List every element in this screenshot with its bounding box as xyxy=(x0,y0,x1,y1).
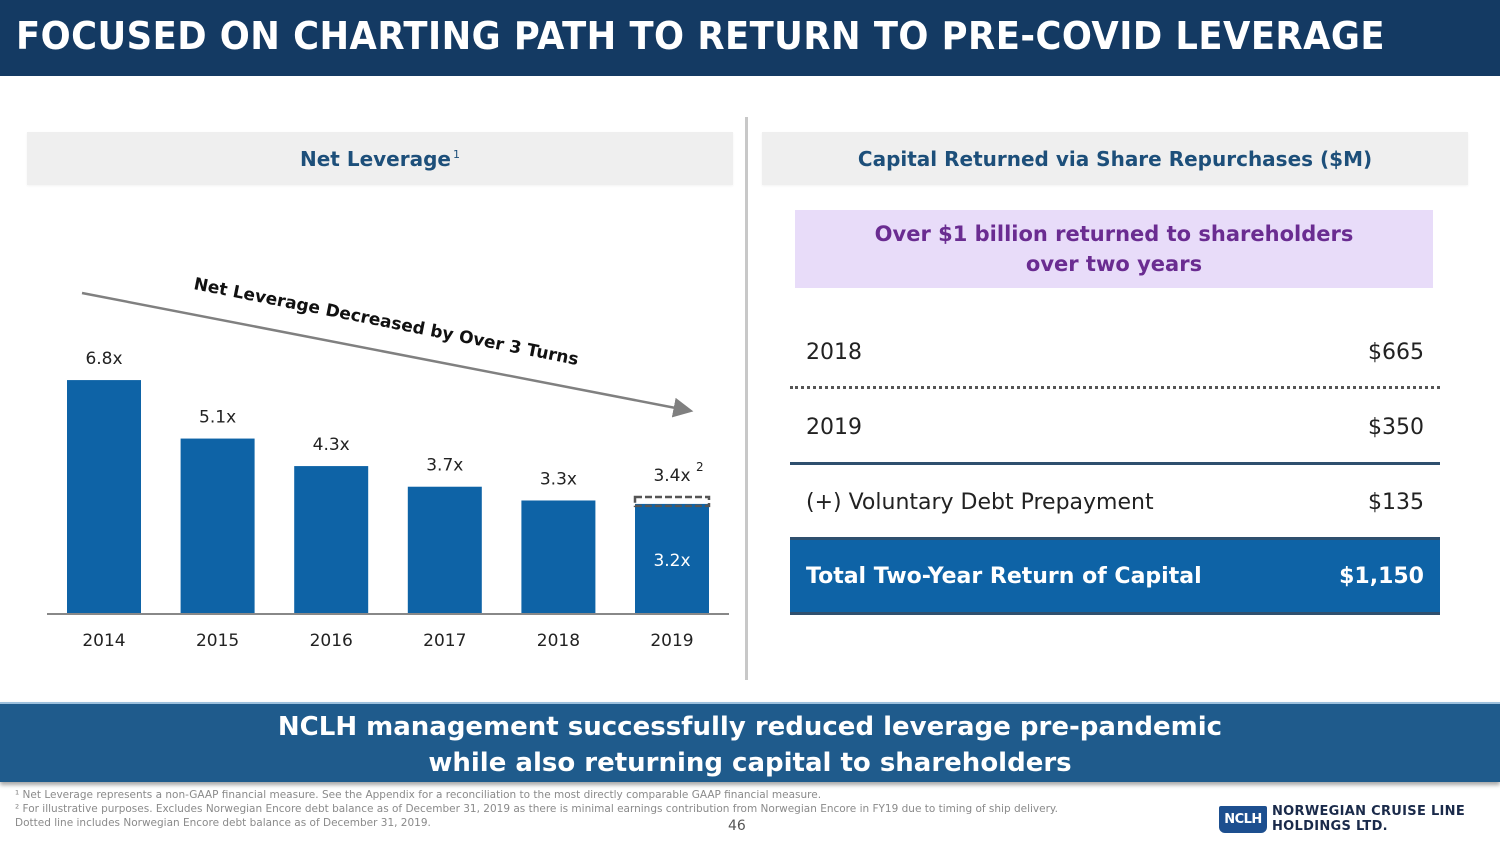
table-row: 2019 $350 xyxy=(790,397,1440,457)
capital-returned-header: Capital Returned via Share Repurchases (… xyxy=(762,132,1468,185)
category-label-2017: 2017 xyxy=(423,631,466,651)
trend-annotation: Net Leverage Decreased by Over 3 Turns xyxy=(192,274,580,370)
row-value: $665 xyxy=(1368,339,1424,365)
company-logo: NCLH NORWEGIAN CRUISE LINE HOLDINGS LTD. xyxy=(1219,804,1465,834)
row-value: $135 xyxy=(1368,489,1424,515)
total-label: Total Two-Year Return of Capital xyxy=(806,563,1202,589)
panel-divider xyxy=(745,117,748,680)
bar-2016 xyxy=(294,466,369,614)
table-row: (+) Voluntary Debt Prepayment $135 xyxy=(790,472,1440,532)
callout-line-2: over two years xyxy=(1025,252,1203,276)
category-label-2018: 2018 xyxy=(537,631,580,651)
bar-2019 xyxy=(635,503,709,614)
table-row: 2018 $665 xyxy=(790,322,1440,382)
overlay-label-2019: 3.4x xyxy=(653,466,690,486)
total-value: $1,150 xyxy=(1339,563,1424,589)
data-label-2014: 6.8x xyxy=(85,349,122,369)
footnotes: ¹ Net Leverage represents a non-GAAP fin… xyxy=(15,788,1058,830)
net-leverage-header: Net Leverage 1 xyxy=(27,132,733,185)
category-label-2019: 2019 xyxy=(650,631,693,651)
data-label-2015: 5.1x xyxy=(199,408,236,428)
title-bar: FOCUSED ON CHARTING PATH TO RETURN TO PR… xyxy=(0,0,1500,76)
net-leverage-chart: Net Leverage Decreased by Over 3 Turns 2… xyxy=(0,200,740,670)
callout-line-1: Over $1 billion returned to shareholders xyxy=(874,222,1354,246)
footnote-3: Dotted line includes Norwegian Encore de… xyxy=(15,817,431,829)
logo-text: NORWEGIAN CRUISE LINE HOLDINGS LTD. xyxy=(1272,804,1465,834)
logo-line-2: HOLDINGS LTD. xyxy=(1272,819,1388,834)
bar-2014 xyxy=(67,380,141,614)
banner-line-1: NCLH management successfully reduced lev… xyxy=(277,712,1223,742)
row-label: 2019 xyxy=(806,414,862,440)
bar-2017 xyxy=(407,486,482,614)
callout-box: Over $1 billion returned to shareholders… xyxy=(795,210,1433,288)
footnote-marker-2: 2 xyxy=(696,460,704,474)
category-label-2015: 2015 xyxy=(196,631,239,651)
category-label-2014: 2014 xyxy=(82,631,125,651)
solid-divider xyxy=(790,462,1440,465)
dotted-divider xyxy=(790,386,1440,389)
footnote-1: ¹ Net Leverage represents a non-GAAP fin… xyxy=(15,789,822,801)
bar-2018 xyxy=(521,500,596,614)
data-label-2017: 3.7x xyxy=(426,456,463,476)
bar-2015 xyxy=(180,438,255,614)
inner-label-2019: 3.2x xyxy=(653,551,690,571)
row-value: $350 xyxy=(1368,414,1424,440)
dotted-overlay-2019 xyxy=(633,495,711,508)
row-label: (+) Voluntary Debt Prepayment xyxy=(806,489,1154,515)
summary-banner: NCLH management successfully reduced lev… xyxy=(0,702,1500,782)
total-row: Total Two-Year Return of Capital $1,150 xyxy=(790,537,1440,615)
net-leverage-header-text: Net Leverage xyxy=(300,146,451,171)
footnote-marker-1: 1 xyxy=(452,148,460,161)
net-leverage-chart-svg: Net Leverage Decreased by Over 3 Turns 2… xyxy=(47,274,729,651)
footnote-2: ² For illustrative purposes. Excludes No… xyxy=(15,803,1058,815)
nclh-logo-icon: NCLH xyxy=(1219,805,1267,833)
page-number: 46 xyxy=(728,818,746,834)
logo-line-1: NORWEGIAN CRUISE LINE xyxy=(1272,804,1466,819)
bars-group: 2014 6.8x 2015 5.1x 2016 4.3x 2017 3.7x 2018 3.3x… xyxy=(67,349,711,651)
banner-line-2: while also returning capital to sharehol… xyxy=(428,748,1072,778)
category-label-2016: 2016 xyxy=(310,631,353,651)
data-label-2018: 3.3x xyxy=(540,469,577,489)
row-label: 2018 xyxy=(806,339,862,365)
data-label-2016: 4.3x xyxy=(313,435,350,455)
capital-returned-header-text: Capital Returned via Share Repurchases (… xyxy=(857,146,1373,171)
trend-arrow xyxy=(81,291,694,418)
page-title: FOCUSED ON CHARTING PATH TO RETURN TO PR… xyxy=(16,14,1386,58)
